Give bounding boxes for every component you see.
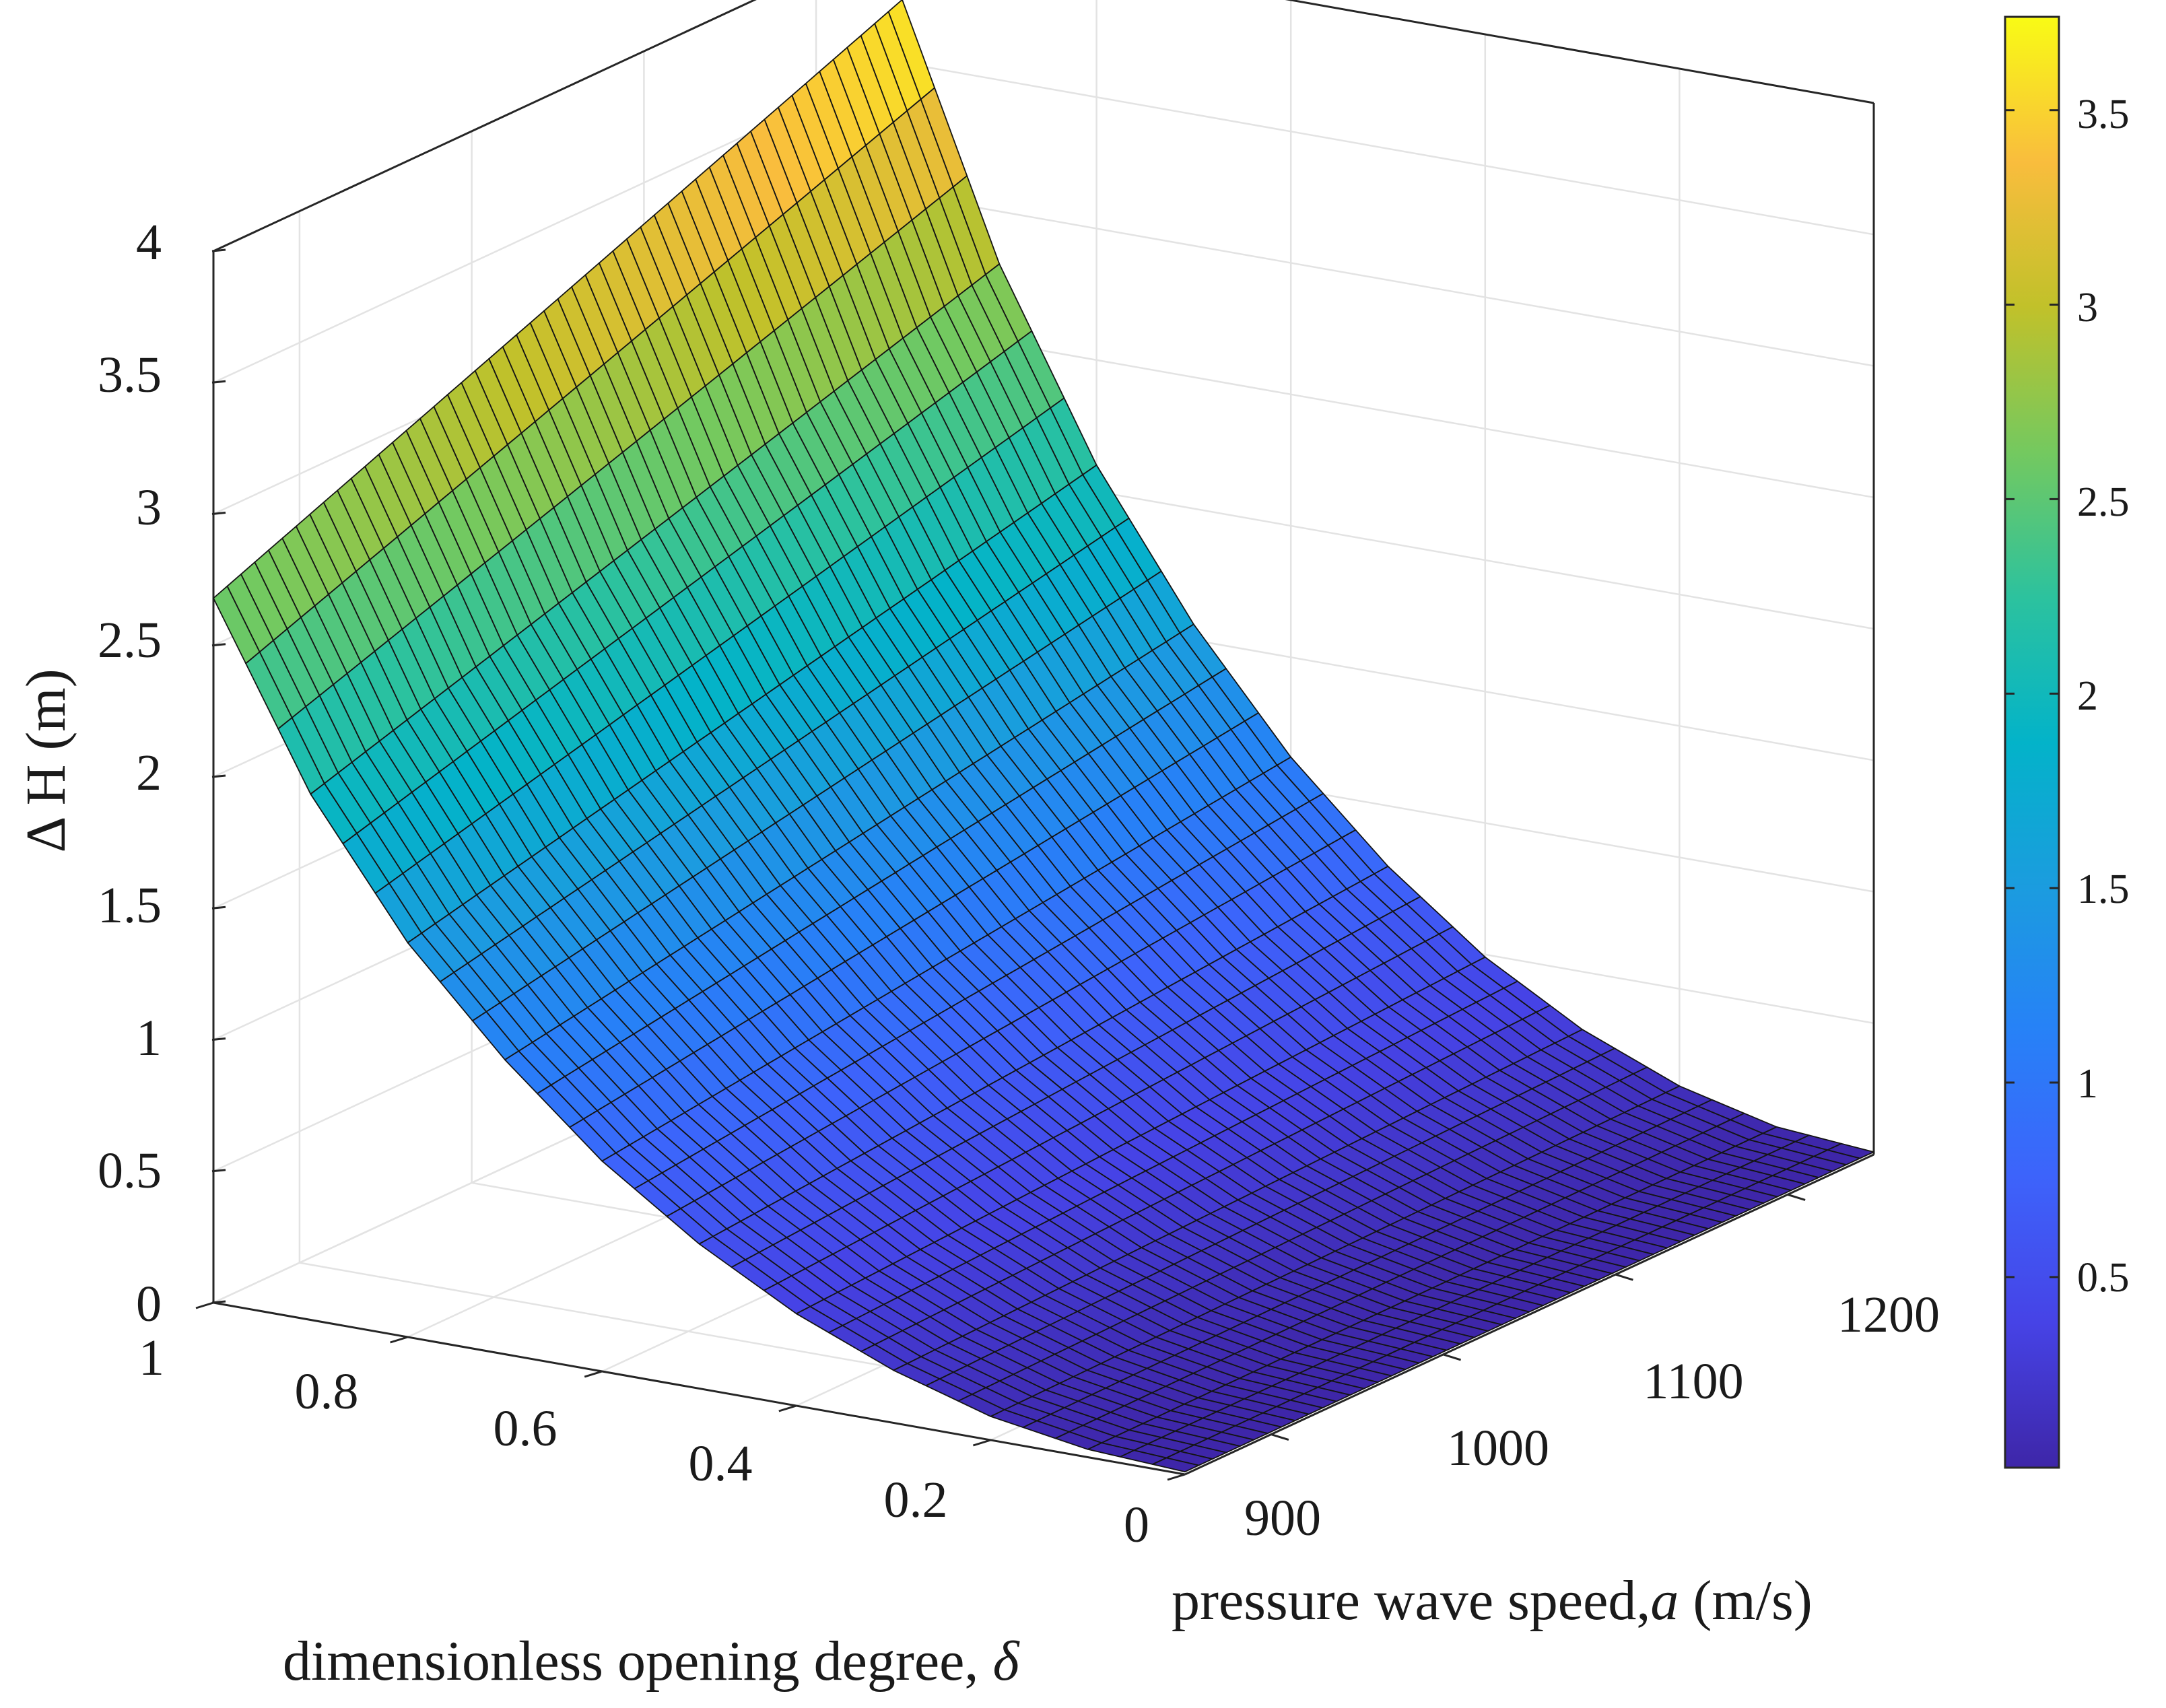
axis-line [213,1301,1186,1476]
y-tick-mark [195,1301,214,1309]
colorbar-tick-labels: 0.5 1 1.5 2 2.5 3 3.5 [2077,92,2130,1301]
axis-line [1184,1153,1874,1476]
z-tick-label: 4 [136,214,162,271]
y-tick-label: 1 [139,1330,164,1386]
x-tick-mark [1615,1273,1633,1281]
colorbar: 0.5 1 1.5 2 2.5 3 3.5 [2004,15,2130,1469]
z-tick-mark [211,1300,226,1304]
grid-line [902,324,1874,499]
y-tick-mark [584,1370,603,1378]
y-axis-label-text: dimensionless opening degree, [283,1630,992,1693]
axis-line [1285,0,1874,104]
y-tick-mark [1167,1473,1186,1481]
surface-mesh [213,0,1874,1473]
colorbar-gradient [2004,15,2060,1469]
x-tick-label: 1200 [1837,1287,1940,1343]
z-tick-label: 2 [136,745,162,801]
z-tick-mark [211,774,226,778]
z-tick-label: 1.5 [98,877,162,934]
z-tick-mark [211,1037,226,1041]
y-tick-label: 0.8 [295,1363,359,1420]
y-tick-label: 0.4 [689,1435,753,1492]
x-axis-label-unit: (m/s) [1679,1569,1812,1632]
x-axis-label-variable: a [1650,1569,1679,1632]
x-tick-labels: 900 1000 1100 1200 [1244,1287,1940,1546]
z-tick-label: 3 [136,479,162,536]
z-tick-label: 3.5 [98,347,162,403]
grid-line [902,62,1874,236]
grid-line [902,193,1874,367]
y-axis-label: dimensionless opening degree, δ [283,1630,1020,1693]
z-tick-label: 2.5 [98,612,162,669]
x-tick-mark [1443,1353,1462,1361]
colorbar-tick-label: 0.5 [2077,1255,2130,1301]
colorbar-tick-label: 1.5 [2077,866,2130,912]
y-tick-mark [390,1336,409,1344]
colorbar-tick-label: 1 [2077,1061,2098,1107]
y-tick-label: 0.6 [494,1400,557,1457]
y-tick-label: 0 [1124,1497,1149,1553]
surface-patch [1152,1457,1200,1473]
colorbar-tick-label: 2 [2077,673,2098,719]
z-tick-mark [211,512,226,515]
y-axis-label-variable: δ [992,1630,1020,1693]
colorbar-tick-marks [2005,109,2059,1278]
x-tick-label: 1100 [1643,1353,1743,1410]
z-tick-labels: 0 0.5 1 1.5 2 2.5 3 3.5 4 [98,214,162,1332]
z-axis-label: Δ H (m) [15,669,77,852]
z-tick-mark [211,380,226,384]
z-tick-label: 0 [136,1276,162,1332]
colorbar-tick-label: 3 [2077,285,2098,331]
z-tick-mark [211,906,226,910]
z-tick-mark [211,248,226,252]
z-tick-label: 1 [136,1010,162,1066]
colorbar-tick-label: 2.5 [2077,479,2130,525]
grid-line [1286,0,1874,104]
z-tick-mark [211,643,226,647]
axis-line [213,0,757,252]
colorbar-tick-label: 3.5 [2077,92,2130,137]
x-tick-label: 1000 [1447,1420,1549,1476]
y-tick-label: 0.2 [884,1472,948,1528]
x-tick-mark [1271,1433,1289,1441]
tick-marks [195,248,1806,1481]
x-axis-label: pressure wave speed,a (m/s) [1172,1569,1813,1632]
y-tick-mark [972,1439,991,1447]
x-axis-label-text: pressure wave speed, [1172,1569,1650,1632]
x-tick-label: 900 [1244,1490,1321,1546]
x-tick-mark [1787,1193,1806,1201]
z-tick-label: 0.5 [98,1142,162,1199]
y-tick-labels: 1 0.8 0.6 0.4 0.2 0 [139,1330,1149,1553]
y-tick-mark [778,1404,797,1412]
z-tick-mark [211,1169,226,1173]
